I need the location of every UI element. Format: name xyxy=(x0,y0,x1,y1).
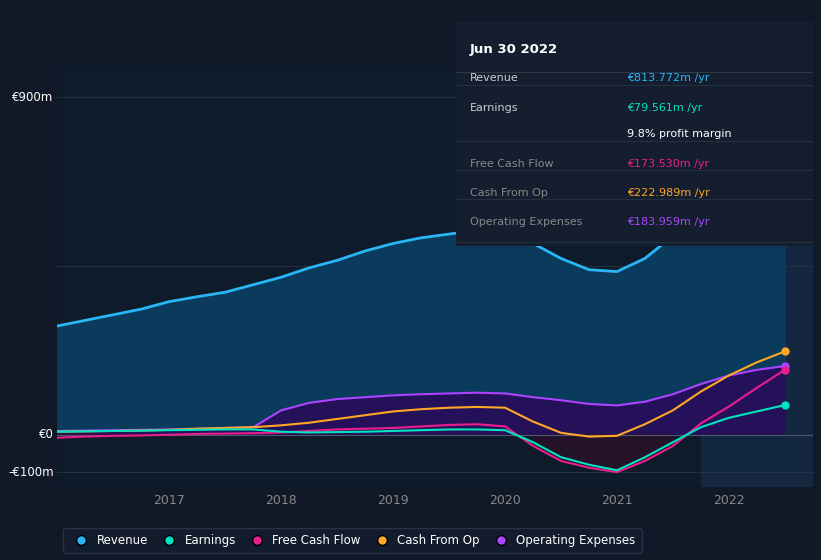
Text: €900m: €900m xyxy=(12,91,53,104)
Text: Operating Expenses: Operating Expenses xyxy=(470,217,582,227)
Text: Revenue: Revenue xyxy=(470,73,519,83)
Text: €0: €0 xyxy=(39,428,53,441)
Text: 9.8% profit margin: 9.8% profit margin xyxy=(627,129,732,139)
Text: €183.959m /yr: €183.959m /yr xyxy=(627,217,709,227)
Text: Cash From Op: Cash From Op xyxy=(470,188,548,198)
Text: €173.530m /yr: €173.530m /yr xyxy=(627,158,709,169)
Text: €222.989m /yr: €222.989m /yr xyxy=(627,188,710,198)
Text: Earnings: Earnings xyxy=(470,102,518,113)
Text: Jun 30 2022: Jun 30 2022 xyxy=(470,43,558,56)
Text: €813.772m /yr: €813.772m /yr xyxy=(627,73,709,83)
Text: Free Cash Flow: Free Cash Flow xyxy=(470,158,553,169)
Text: -€100m: -€100m xyxy=(8,466,53,479)
Text: €79.561m /yr: €79.561m /yr xyxy=(627,102,702,113)
Bar xyxy=(701,67,813,487)
Legend: Revenue, Earnings, Free Cash Flow, Cash From Op, Operating Expenses: Revenue, Earnings, Free Cash Flow, Cash … xyxy=(63,528,641,553)
